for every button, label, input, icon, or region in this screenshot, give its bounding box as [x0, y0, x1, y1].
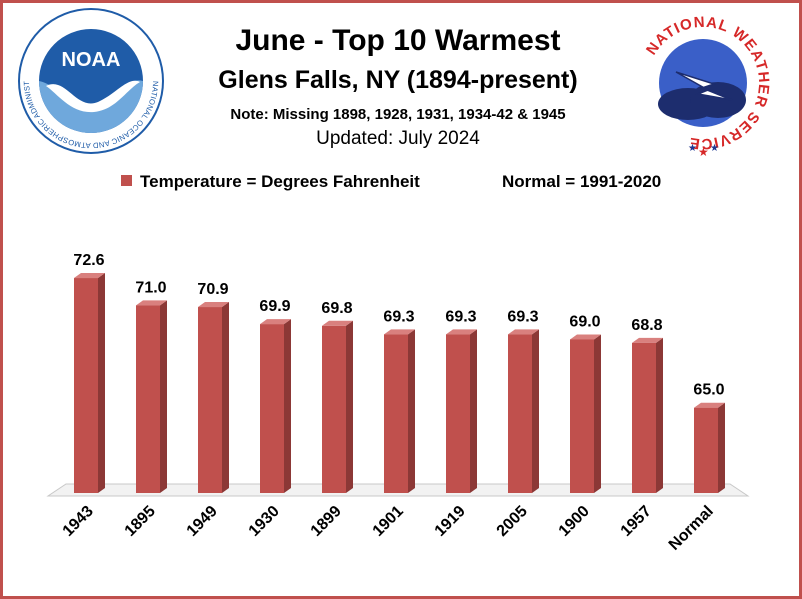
- bar-group: 69.8 1899: [308, 300, 353, 540]
- bar-side: [470, 329, 477, 493]
- data-label: 69.3: [507, 308, 538, 325]
- bar-side: [408, 329, 415, 493]
- x-tick-label: 1900: [556, 503, 593, 540]
- bar: [508, 334, 532, 493]
- x-tick-label: 1895: [122, 503, 159, 540]
- bar-group: 72.6 1943: [60, 252, 105, 540]
- bar-top: [384, 329, 415, 335]
- bar-top: [74, 273, 105, 279]
- bar: [446, 334, 470, 493]
- bar-group: 69.3 1919: [432, 308, 477, 540]
- bar-top: [508, 329, 539, 335]
- bar-side: [98, 273, 105, 493]
- bar-group: 69.9 1930: [246, 298, 291, 540]
- bar-group: 70.9 1949: [184, 281, 229, 540]
- data-label: 69.3: [383, 308, 414, 325]
- bar: [694, 407, 718, 493]
- bar-group: 69.0 1900: [556, 313, 601, 540]
- bar-top: [198, 302, 229, 308]
- bar-group: 69.3 1901: [370, 308, 415, 540]
- bar: [632, 342, 656, 493]
- x-tick-label: 1957: [618, 503, 655, 540]
- data-label: 72.6: [73, 252, 104, 269]
- bar: [384, 334, 408, 493]
- legend: Temperature = Degrees Fahrenheit: [121, 172, 420, 192]
- data-label: 69.0: [569, 313, 600, 330]
- bar-top: [260, 319, 291, 325]
- legend-normal-label: Normal = 1991-2020: [502, 172, 662, 191]
- bar-group: 68.8 1957: [618, 317, 663, 540]
- bar: [570, 339, 594, 493]
- chart-title: June - Top 10 Warmest: [235, 24, 561, 57]
- bar-group: 71.0 1895: [122, 279, 167, 540]
- x-tick-label: 1919: [432, 503, 469, 540]
- bar-side: [222, 302, 229, 493]
- star-icon: ★: [710, 143, 719, 154]
- data-label: 69.8: [321, 300, 352, 317]
- x-tick-label: 1949: [184, 503, 221, 540]
- x-tick-label: 1901: [370, 503, 407, 540]
- bar-top: [446, 329, 477, 335]
- star-icon: ★: [698, 145, 709, 158]
- bar-side: [346, 320, 353, 493]
- bar-side: [284, 319, 291, 493]
- bar: [198, 307, 222, 493]
- noaa-logo: NATIONAL OCEANIC AND ATMOSPHERIC ADMINIS…: [16, 6, 164, 154]
- bar-top: [322, 320, 353, 326]
- legend-swatch: [121, 175, 132, 186]
- bar-side: [594, 334, 601, 493]
- data-label: 71.0: [135, 279, 166, 296]
- bar-side: [532, 329, 539, 493]
- bar-top: [570, 334, 601, 340]
- updated-date: Updated: July 2024: [316, 128, 480, 149]
- bar-top: [694, 402, 725, 408]
- missing-years-note: Note: Missing 1898, 1928, 1931, 1934-42 …: [230, 106, 566, 123]
- bar-side: [718, 402, 725, 493]
- bar: [260, 324, 284, 493]
- x-tick-label: Normal: [666, 503, 717, 554]
- bar-group: 69.3 2005: [494, 308, 539, 540]
- nws-logo: NATIONAL WEATHER SERVICE ★ ★ ★: [633, 13, 773, 158]
- bar-top: [632, 337, 663, 343]
- bar: [322, 325, 346, 493]
- bar-side: [656, 337, 663, 493]
- data-label: 68.8: [631, 317, 662, 334]
- x-tick-label: 1899: [308, 503, 345, 540]
- data-label: 69.9: [259, 298, 290, 315]
- noaa-wordmark: NOAA: [62, 49, 121, 71]
- bar: [74, 278, 98, 493]
- data-label: 65.0: [693, 382, 724, 399]
- star-icon: ★: [688, 143, 697, 154]
- legend-series-label: Temperature = Degrees Fahrenheit: [140, 172, 420, 191]
- bar-top: [136, 300, 167, 306]
- x-tick-label: 2005: [494, 503, 531, 540]
- bar-side: [160, 300, 167, 493]
- data-label: 70.9: [197, 281, 228, 298]
- x-tick-label: 1943: [60, 503, 97, 540]
- bar: [136, 305, 160, 493]
- bar-group: 65.0 Normal: [666, 382, 725, 554]
- chart-subtitle: Glens Falls, NY (1894-present): [218, 66, 578, 94]
- data-label: 69.3: [445, 308, 476, 325]
- x-tick-label: 1930: [246, 503, 283, 540]
